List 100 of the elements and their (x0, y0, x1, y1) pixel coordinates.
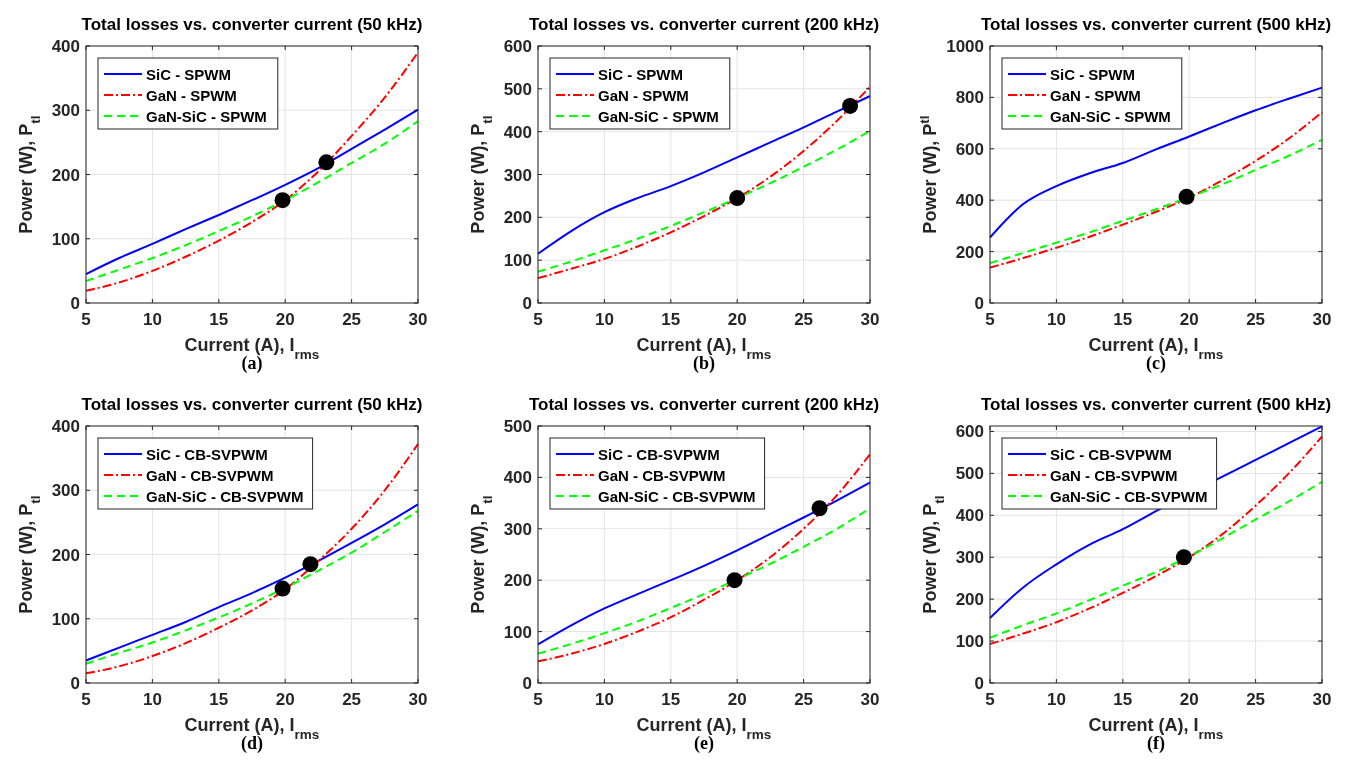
line-series (537, 481, 871, 646)
line-series (989, 86, 1323, 239)
legend-label: GaN - CB-SVPWM (146, 467, 274, 484)
x-tick-label: 5 (533, 690, 543, 709)
chart-title: Total losses vs. converter current (500 kHz) (980, 15, 1332, 34)
y-tick-label: 500 (955, 464, 984, 484)
legend-label: GaN-SiC - SPWM (146, 108, 267, 125)
x-tick-label: 10 (1046, 690, 1066, 709)
x-tick-label: 20 (727, 690, 747, 709)
x-tick-label: 15 (1113, 690, 1133, 709)
legend-label: GaN - CB-SVPWM (598, 467, 726, 484)
y-tick-label: 100 (503, 251, 532, 271)
x-tick-label: 30 (1312, 310, 1332, 329)
x-tick-label: 25 (342, 310, 362, 329)
chart-title: Total losses vs. converter current (200 kHz) (528, 15, 880, 34)
line-series (989, 480, 1323, 639)
y-tick-label: 400 (955, 506, 984, 526)
y-tick-label: 1000 (946, 37, 984, 56)
y-tick-label: 300 (503, 519, 532, 539)
y-tick-label: 400 (503, 122, 532, 142)
legend-label: GaN - SPWM (598, 87, 689, 104)
y-tick-label: 600 (955, 422, 984, 442)
x-tick-label: 25 (1246, 690, 1266, 709)
y-tick-label: 400 (51, 417, 80, 436)
y-tick-label: 400 (51, 37, 80, 56)
chart-title: Total losses vs. converter current (50 kHz) (81, 15, 423, 34)
legend-label: GaN-SiC - SPWM (1050, 108, 1171, 125)
legend-label: SiC - CB-SVPWM (598, 446, 720, 463)
y-tick-label: 0 (522, 294, 532, 313)
x-tick-label: 25 (794, 690, 814, 709)
y-tick-label: 400 (503, 468, 532, 488)
x-tick-label: 20 (727, 310, 747, 329)
chart-title: Total losses vs. converter current (500 kHz) (980, 395, 1332, 414)
y-tick-label: 800 (955, 88, 984, 108)
legend-label: GaN-SiC - CB-SVPWM (598, 488, 756, 505)
x-tick-label: 20 (275, 310, 295, 329)
x-tick-label: 10 (594, 310, 614, 329)
line-series (537, 129, 871, 273)
x-tick-label: 5 (81, 310, 91, 329)
x-tick-label: 15 (1113, 310, 1133, 329)
x-tick-label: 25 (1246, 310, 1266, 329)
y-tick-label: 100 (955, 632, 984, 652)
x-tick-label: 10 (142, 310, 162, 329)
x-tick-label: 20 (275, 690, 295, 709)
x-tick-label: 25 (794, 310, 814, 329)
x-tick-label: 20 (1179, 310, 1199, 329)
y-tick-label: 600 (955, 139, 984, 159)
y-tick-label: 0 (522, 674, 532, 693)
line-series (989, 435, 1323, 646)
x-tick-label: 30 (1312, 690, 1332, 709)
y-tick-label: 400 (955, 191, 984, 211)
y-tick-label: 500 (503, 417, 532, 436)
y-tick-label: 200 (955, 590, 984, 610)
x-tick-label: 5 (81, 690, 91, 709)
x-tick-label: 5 (533, 310, 543, 329)
y-tick-label: 200 (51, 165, 80, 185)
y-tick-label: 0 (974, 674, 984, 693)
x-tick-label: 30 (408, 690, 428, 709)
legend-label: GaN-SiC - CB-SVPWM (146, 488, 304, 505)
legend-label: SiC - CB-SVPWM (146, 446, 268, 463)
y-tick-label: 100 (51, 609, 80, 629)
x-tick-label: 5 (985, 690, 995, 709)
legend-label: SiC - SPWM (1050, 66, 1135, 83)
legend-label: GaN-SiC - SPWM (598, 108, 719, 125)
chart-title: Total losses vs. converter current (200 kHz) (528, 395, 880, 414)
legend-label: GaN - CB-SVPWM (1050, 467, 1178, 484)
line-series (85, 442, 419, 675)
x-tick-label: 15 (209, 690, 229, 709)
y-tick-label: 0 (974, 294, 984, 313)
y-tick-label: 0 (70, 294, 80, 313)
x-tick-label: 30 (860, 310, 880, 329)
y-tick-label: 300 (503, 165, 532, 185)
x-tick-label: 10 (594, 690, 614, 709)
x-tick-label: 30 (860, 690, 880, 709)
y-tick-label: 200 (503, 571, 532, 591)
y-tick-label: 200 (503, 208, 532, 228)
y-tick-label: 100 (503, 622, 532, 642)
x-tick-label: 10 (142, 690, 162, 709)
line-series (537, 85, 871, 280)
x-tick-label: 20 (1179, 690, 1199, 709)
legend-label: GaN - SPWM (1050, 87, 1141, 104)
y-tick-label: 200 (955, 242, 984, 262)
y-tick-label: 500 (503, 79, 532, 99)
x-tick-label: 5 (985, 310, 995, 329)
y-tick-label: 300 (955, 548, 984, 568)
y-tick-label: 200 (51, 545, 80, 565)
x-tick-label: 15 (661, 310, 681, 329)
x-tick-label: 15 (661, 690, 681, 709)
legend-label: SiC - CB-SVPWM (1050, 446, 1172, 463)
chart-title: Total losses vs. converter current (50 kHz) (81, 395, 423, 414)
x-tick-label: 30 (408, 310, 428, 329)
y-tick-label: 300 (51, 101, 80, 121)
legend-label: GaN - SPWM (146, 87, 237, 104)
y-tick-label: 300 (51, 481, 80, 501)
line-series (85, 51, 419, 292)
line-series (989, 111, 1323, 269)
x-tick-label: 25 (342, 690, 362, 709)
line-series (989, 138, 1323, 265)
x-tick-label: 10 (1046, 310, 1066, 329)
legend-label: SiC - SPWM (598, 66, 683, 83)
